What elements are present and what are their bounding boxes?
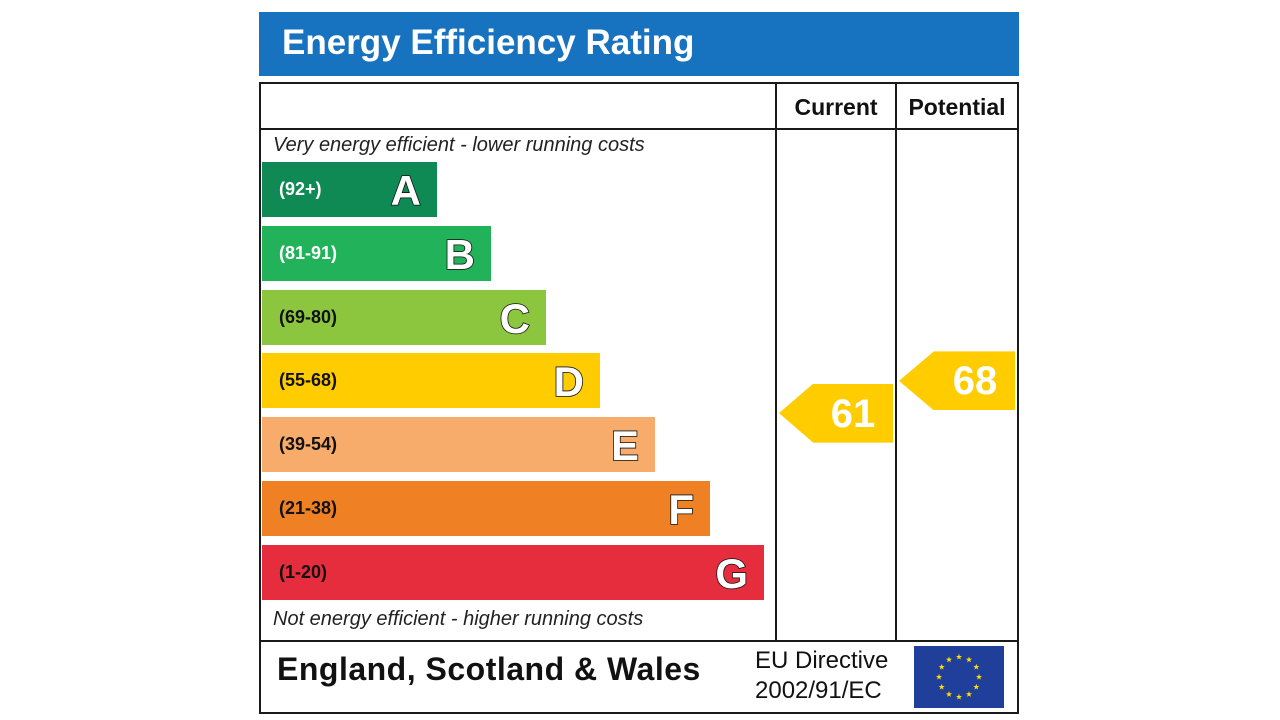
- potential-rating-indicator: 68: [899, 351, 1015, 411]
- eu-star: [973, 683, 980, 690]
- potential-rating-value: 68: [952, 359, 998, 404]
- rating-band-g: (1-20) G: [262, 544, 764, 600]
- band-range-label: (55-68): [279, 370, 338, 391]
- band-range-label: (69-80): [279, 306, 338, 327]
- column-header-current: Current: [794, 94, 878, 120]
- caption-bottom: Not energy efficient - higher running co…: [273, 608, 644, 630]
- band-range-label: (1-20): [279, 561, 328, 582]
- rating-band-a: (92+) A: [262, 162, 437, 217]
- eu-star: [935, 673, 943, 680]
- divider-current-left: [775, 84, 777, 642]
- band-letter-label: B: [444, 230, 476, 279]
- band-letter-label: A: [390, 166, 422, 215]
- directive-line-2: 2002/91/EC: [755, 677, 882, 704]
- band-letter-label: E: [610, 421, 640, 470]
- chart-title: Energy Efficiency Rating: [259, 12, 1019, 76]
- eu-star: [965, 691, 973, 697]
- eu-star: [938, 683, 945, 690]
- band-letter-label: C: [499, 294, 531, 343]
- eu-star: [965, 656, 973, 663]
- eu-star: [973, 663, 980, 670]
- rating-table: Current Potential Very energy efficient …: [259, 82, 1019, 714]
- directive-line-1: EU Directive: [755, 647, 889, 674]
- band-range-label: (92+): [279, 179, 322, 199]
- band-range-label: (39-54): [279, 434, 338, 455]
- eu-flag-icon: [914, 646, 1004, 708]
- column-header-potential: Potential: [908, 94, 1006, 120]
- band-letter-label: F: [668, 485, 695, 534]
- current-rating-indicator: 61: [779, 383, 893, 443]
- header-divider: [261, 128, 1017, 130]
- eu-star: [975, 673, 983, 680]
- band-letter-label: D: [553, 358, 585, 407]
- rating-band-d: (55-68) D: [262, 353, 600, 409]
- caption-top: Very energy efficient - lower running co…: [273, 134, 645, 156]
- eu-star: [938, 663, 945, 670]
- footer-divider: [261, 640, 1017, 642]
- eu-star: [945, 691, 953, 697]
- rating-band-e: (39-54) E: [262, 417, 655, 473]
- rating-band-f: (21-38) F: [262, 481, 710, 536]
- region-label: England, Scotland & Wales: [277, 651, 701, 687]
- band-range-label: (21-38): [279, 498, 338, 518]
- divider-potential-left: [895, 84, 897, 642]
- eu-star: [955, 653, 963, 660]
- rating-band-c: (69-80) C: [262, 289, 546, 345]
- current-rating-value: 61: [830, 391, 876, 436]
- eu-star: [955, 693, 963, 700]
- eu-directive: EU Directive 2002/91/EC: [755, 646, 888, 706]
- eu-star: [945, 656, 953, 663]
- band-range-label: (81-91): [279, 242, 338, 263]
- rating-band-b: (81-91) B: [262, 225, 491, 281]
- band-letter-label: G: [715, 549, 749, 598]
